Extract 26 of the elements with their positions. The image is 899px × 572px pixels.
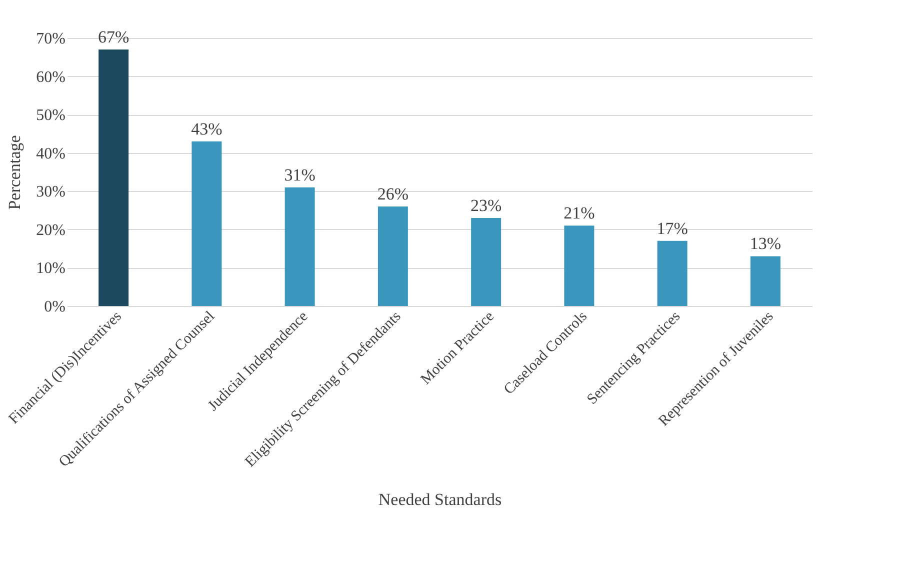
y-tick-label: 60%: [36, 68, 66, 86]
y-tick-label: 40%: [36, 145, 66, 162]
bar: [471, 218, 502, 306]
data-label: 43%: [191, 119, 222, 138]
x-axis-title: Needed Standards: [378, 490, 502, 510]
bar: [564, 226, 594, 306]
bar: [284, 187, 315, 306]
y-tick-label: 0%: [44, 298, 66, 316]
data-label: 67%: [98, 27, 130, 46]
data-label: 17%: [656, 218, 688, 238]
y-tick-label: 50%: [36, 107, 66, 124]
data-label: 23%: [470, 196, 502, 215]
bar: [657, 240, 688, 306]
bar: [192, 141, 222, 306]
bar: [750, 256, 780, 306]
y-tick-label: 20%: [36, 222, 66, 239]
data-label: 31%: [284, 165, 316, 184]
y-tick-label: 70%: [36, 30, 66, 48]
data-label: 13%: [750, 234, 782, 254]
data-label: 21%: [564, 204, 595, 223]
y-tick-label: 30%: [36, 184, 66, 201]
y-tick-label: 10%: [36, 260, 66, 278]
data-label: 26%: [377, 184, 409, 204]
y-axis-title: Percentage: [5, 135, 24, 210]
bar: [378, 206, 408, 306]
bar: [98, 49, 129, 306]
